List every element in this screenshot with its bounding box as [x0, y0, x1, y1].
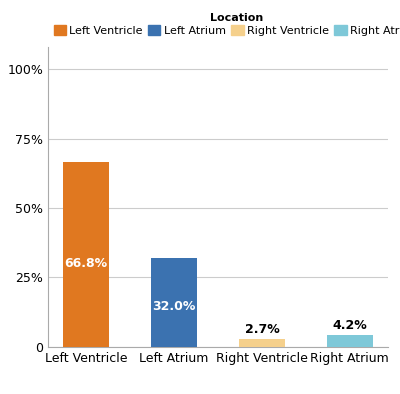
- Text: 66.8%: 66.8%: [65, 257, 108, 270]
- Text: 32.0%: 32.0%: [152, 300, 196, 313]
- Bar: [327, 335, 372, 347]
- Bar: [151, 258, 197, 347]
- Legend: Left Ventricle, Left Atrium, Right Ventricle, Right Atrium: Left Ventricle, Left Atrium, Right Ventr…: [54, 13, 400, 36]
- Bar: [239, 339, 285, 347]
- Text: 4.2%: 4.2%: [332, 319, 367, 332]
- Bar: [64, 162, 109, 347]
- Text: 2.7%: 2.7%: [244, 323, 279, 336]
